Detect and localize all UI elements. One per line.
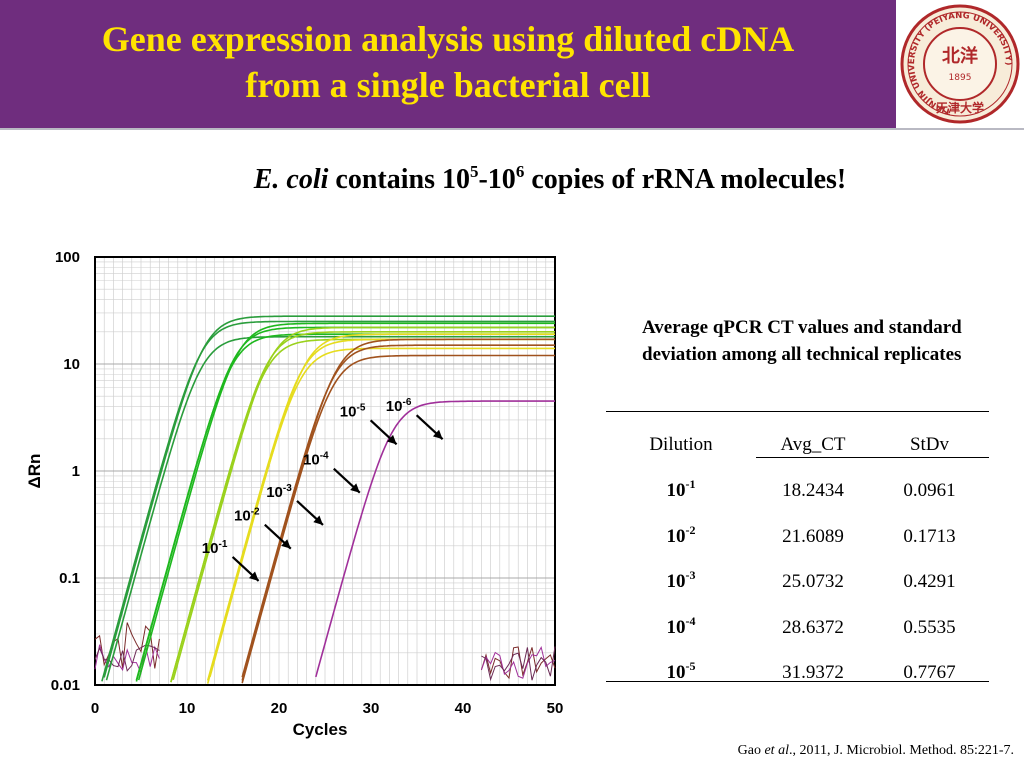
- stdv-cell: 0.1713: [903, 525, 956, 547]
- col-header-stdv: StDv: [909, 434, 950, 455]
- amplification-curve: [172, 326, 555, 681]
- annotation-arrowhead: [281, 539, 291, 549]
- annotation-arrowhead: [350, 483, 360, 493]
- amplification-plot: 0 10 20 30 40 50 100 10 1 0.1 0.01 Cycles ΔRn 10-1 10-…: [25, 249, 564, 739]
- amplification-curve: [241, 338, 555, 681]
- avg-ct-cell: 18.2434: [782, 480, 844, 501]
- dilution-cell: 10-4: [606, 613, 756, 639]
- dilution-annotation-label: 10-5: [340, 402, 366, 420]
- amplification-curve: [315, 400, 555, 678]
- avg-ct-cell: 21.6089: [782, 525, 844, 547]
- annotation-arrowhead: [313, 515, 323, 525]
- dilution-exponent: -2: [685, 522, 696, 537]
- rrna-copies-statement: E. coli contains 105-106 copies of rRNA …: [120, 162, 980, 196]
- dilution-cell: 10-2: [606, 522, 756, 548]
- citation-suffix: ., 2011, J. Microbiol. Method. 85:221-7.: [788, 743, 1014, 758]
- statement-text-b: -10: [478, 164, 516, 195]
- y-tick-label: 0.01: [51, 677, 80, 694]
- dilution-base: 10: [666, 480, 686, 501]
- dilution-exponent: -3: [685, 568, 696, 582]
- x-tick-label: 0: [91, 700, 99, 717]
- dilution-base: 10: [666, 662, 686, 683]
- citation-prefix: Gao: [737, 743, 765, 758]
- baseline-noise-right: [480, 646, 556, 679]
- dilution-annotation-label: 10-6: [386, 397, 412, 415]
- dilution-exponent: -1: [685, 477, 696, 491]
- statement-text-a: contains 10: [328, 164, 470, 195]
- slide-title-line2: from a single bacterial cell: [245, 65, 651, 105]
- col-header-dilution: Dilution: [649, 434, 713, 455]
- avg-ct-cell: 31.9372: [782, 662, 844, 683]
- statement-exp-a: 5: [469, 162, 479, 181]
- amplification-curve: [103, 315, 555, 678]
- slide-title: Gene expression analysis using diluted c…: [20, 16, 876, 108]
- dilution-annotation-label: 10-4: [303, 451, 329, 469]
- dilution-annotation-label: 10-1: [202, 539, 228, 557]
- svg-text:1895: 1895: [949, 73, 972, 83]
- annotation-arrowhead: [432, 429, 443, 440]
- annotation-arrowhead: [386, 434, 397, 445]
- table-bottom-rule: [606, 681, 989, 682]
- amplification-curve: [241, 354, 555, 684]
- amplification-curve: [170, 331, 555, 683]
- table-caption: Average qPCR CT values and standard devi…: [642, 317, 962, 365]
- citation-etal: et al: [764, 743, 789, 758]
- stdv-cell: 0.4291: [903, 571, 956, 592]
- citation: Gao et al., 2011, J. Microbiol. Method. …: [738, 743, 1014, 759]
- amplification-curve: [137, 322, 555, 681]
- stdv-cell: 0.5535: [903, 616, 956, 638]
- dilution-annotation-label: 10-3: [266, 483, 292, 501]
- stdv-cell: 0.7767: [903, 662, 956, 683]
- x-axis-label: Cycles: [293, 720, 348, 739]
- dilution-base: 10: [666, 525, 686, 547]
- y-tick-label: 0.1: [59, 570, 80, 587]
- dilution-exponent: -5: [685, 659, 696, 673]
- x-tick-label: 40: [455, 700, 472, 717]
- dilution-exponent: -4: [685, 613, 696, 628]
- x-tick-label: 30: [363, 700, 380, 717]
- avg-ct-cell: 28.6372: [782, 616, 844, 638]
- y-tick-label: 10: [63, 356, 80, 373]
- dilution-base: 10: [666, 571, 686, 592]
- plot-frame: [94, 256, 556, 686]
- baseline-noise-right: [480, 646, 556, 680]
- stdv-cell: 0.0961: [903, 480, 956, 501]
- svg-text:天津大学: 天津大学: [936, 100, 984, 115]
- slide-title-line1: Gene expression analysis using diluted c…: [101, 19, 795, 59]
- baseline-noise-left: [94, 644, 160, 675]
- dilution-cell: 10-5: [606, 659, 756, 684]
- amplification-curve: [105, 335, 555, 681]
- dilution-base: 10: [666, 616, 686, 638]
- avg-ct-cell: 25.0732: [782, 571, 844, 592]
- y-tick-label: 1: [72, 463, 80, 480]
- university-seal-logo: TIANJIN UNIVERSITY (PEIYANG UNIVERSITY) …: [897, 0, 1024, 128]
- x-tick-label: 10: [179, 700, 196, 717]
- y-axis-label: ΔRn: [25, 454, 44, 489]
- amplification-curve: [101, 320, 555, 682]
- species-name: E. coli: [253, 164, 329, 195]
- y-tick-label: 100: [55, 249, 80, 266]
- amplification-curve: [241, 344, 555, 678]
- amplification-curve: [209, 333, 555, 678]
- x-tick-label: 20: [271, 700, 288, 717]
- svg-text:北洋: 北洋: [942, 45, 978, 67]
- table-top-rule: [606, 411, 989, 412]
- annotation-arrowhead: [248, 571, 259, 581]
- dilution-cell: 10-1: [606, 477, 756, 502]
- x-tick-label: 50: [547, 700, 564, 717]
- dilution-annotation-label: 10-2: [234, 507, 260, 525]
- banner-divider: [0, 128, 1024, 130]
- baseline-noise-right: [481, 646, 556, 682]
- statement-exp-b: 6: [515, 162, 525, 181]
- dilution-cell: 10-3: [606, 568, 756, 593]
- statement-text-c: copies of rRNA molecules!: [524, 164, 847, 195]
- title-banner: Gene expression analysis using diluted c…: [0, 0, 896, 128]
- col-header-avg-ct: Avg_CT: [780, 434, 846, 455]
- header-underline: [756, 457, 989, 458]
